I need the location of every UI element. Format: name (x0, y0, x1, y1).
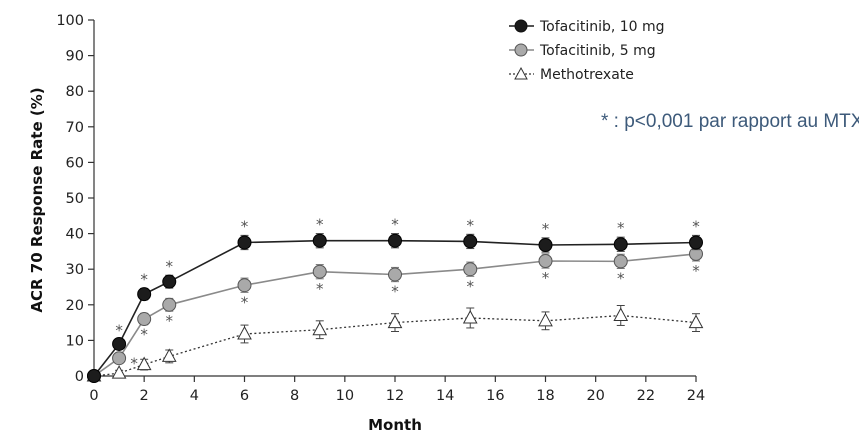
series-layer (86, 233, 704, 383)
star-above: * (391, 216, 399, 234)
data-point (462, 309, 478, 324)
x-tick-label: 16 (486, 388, 504, 404)
y-axis-ticks: 0 10 20 30 40 50 60 70 80 90 100 (56, 13, 94, 385)
legend-label-tofa5: Tofacitinib, 5 mg (539, 43, 656, 59)
data-point (387, 314, 403, 329)
legend-item-mtx: Methotrexate (509, 66, 634, 83)
data-point (87, 369, 101, 383)
data-point (538, 312, 553, 327)
data-point (237, 325, 252, 340)
legend-label-tofa10: Tofacitinib, 10 mg (539, 19, 665, 35)
y-tick-label: 30 (66, 262, 84, 278)
x-tick-label: 14 (436, 388, 454, 404)
star-below: * (140, 326, 148, 344)
y-axis-title: ACR 70 Response Rate (%) (28, 87, 46, 312)
star-above: * (692, 217, 700, 235)
data-point (237, 235, 252, 250)
data-point (463, 234, 478, 249)
data-point (162, 297, 177, 312)
data-point (162, 274, 177, 289)
legend: Tofacitinib, 10 mg Tofacitinib, 5 mg Met… (509, 19, 665, 83)
data-point (312, 321, 328, 336)
star-below: * (467, 277, 475, 295)
star-below: * (542, 269, 550, 287)
data-point (613, 237, 628, 252)
star-above: * (140, 270, 148, 288)
x-tick-label: 10 (336, 388, 354, 404)
data-point (463, 262, 478, 277)
data-point (613, 254, 628, 269)
data-point (312, 264, 327, 279)
star-above: * (166, 257, 174, 275)
x-tick-label: 8 (290, 388, 299, 404)
x-tick-label: 0 (89, 388, 98, 404)
significance-stars: **** * * * * * ***** * * * * ** (115, 216, 700, 373)
data-point (538, 254, 553, 269)
x-tick-label: 2 (140, 388, 149, 404)
star-below: * (316, 280, 324, 298)
data-point (388, 267, 402, 282)
y-tick-label: 60 (66, 155, 84, 171)
data-point (137, 312, 152, 327)
x-tick-label: 4 (190, 388, 199, 404)
x-axis-title: Month (368, 416, 422, 434)
star-below: * (692, 262, 700, 280)
y-tick-label: 70 (66, 120, 84, 136)
y-tick-label: 100 (56, 13, 84, 29)
data-point (312, 233, 327, 248)
star-below: * (617, 269, 625, 287)
legend-item-tofa5: Tofacitinib, 5 mg (509, 43, 656, 59)
x-axis-ticks: 0 2 4 6 8 10 12 14 16 18 20 22 24 (89, 376, 705, 404)
data-point (388, 233, 402, 248)
y-tick-label: 50 (66, 191, 84, 207)
y-tick-label: 90 (66, 49, 84, 65)
series-0 (87, 233, 703, 383)
x-tick-label: 18 (536, 388, 554, 404)
star-above: * (617, 219, 625, 237)
legend-item-tofa10: Tofacitinib, 10 mg (509, 19, 665, 35)
y-tick-label: 40 (66, 227, 84, 243)
series-2 (86, 305, 704, 382)
data-point (613, 307, 629, 321)
legend-label-mtx: Methotrexate (540, 67, 634, 83)
data-point (237, 278, 252, 293)
star-above: * (542, 220, 550, 238)
star-below: * (391, 283, 399, 301)
y-tick-label: 80 (66, 84, 84, 100)
x-tick-label: 22 (637, 388, 655, 404)
star-above: * (115, 322, 123, 340)
y-tick-label: 20 (66, 298, 84, 314)
x-tick-label: 12 (386, 388, 404, 404)
x-tick-label: 6 (240, 388, 249, 404)
data-point (136, 356, 152, 371)
y-tick-label: 10 (66, 333, 84, 349)
data-point (161, 348, 177, 362)
data-point (112, 351, 127, 366)
data-point (689, 235, 703, 250)
data-point (137, 287, 152, 302)
x-tick-label: 24 (687, 388, 705, 404)
data-point (111, 365, 127, 379)
series-line (93, 314, 697, 377)
data-point (688, 314, 704, 329)
y-tick-label: 0 (75, 369, 84, 385)
star-extra: * (130, 355, 138, 373)
data-point (112, 336, 127, 351)
star-below: * (166, 312, 174, 330)
star-below: * (241, 293, 249, 311)
significance-note: * : p<0,001 par rapport au MTX (601, 111, 859, 132)
star-above: * (467, 216, 475, 234)
star-above: * (316, 216, 324, 234)
data-point (538, 237, 553, 252)
x-tick-label: 20 (586, 388, 604, 404)
star-above: * (241, 217, 249, 235)
